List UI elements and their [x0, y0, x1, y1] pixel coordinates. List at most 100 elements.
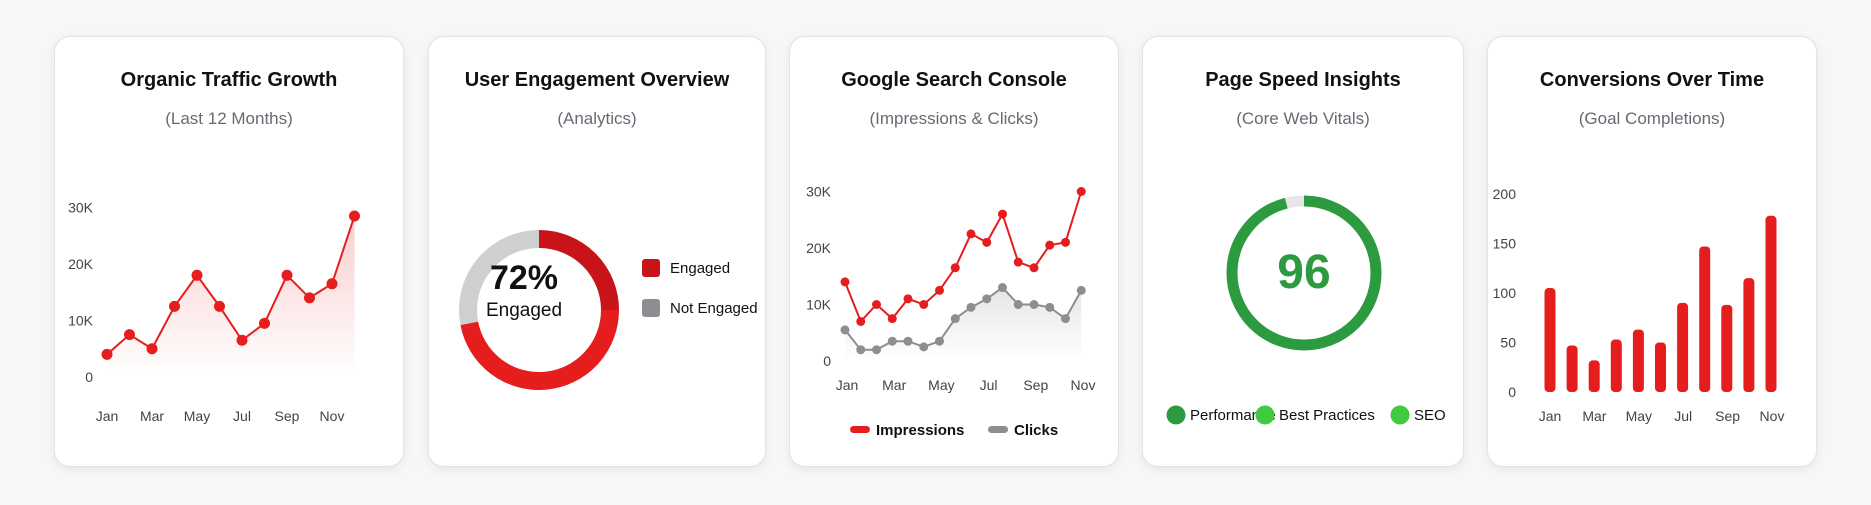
area-fill	[107, 215, 355, 377]
x-tick-label: May	[928, 377, 954, 393]
legend-label: Impressions	[876, 422, 964, 439]
conversions-card: Conversions Over Time (Goal Completions)…	[1487, 36, 1817, 467]
card-subtitle: (Goal Completions)	[1578, 109, 1726, 128]
clicks-point	[1045, 302, 1055, 312]
clicks-point	[887, 336, 897, 346]
clicks-point	[1029, 300, 1039, 309]
data-point	[146, 343, 158, 355]
x-tick-label: Mar	[1582, 408, 1606, 424]
impressions-point	[998, 209, 1007, 219]
legend-swatch	[1166, 405, 1186, 425]
bar	[1610, 339, 1622, 392]
donut-slice-engaged	[460, 309, 619, 390]
impressions-point	[982, 237, 992, 247]
x-tick-label: May	[184, 408, 210, 424]
y-tick-label: 100	[1493, 285, 1517, 301]
legend-label: SEO	[1414, 407, 1446, 424]
bar	[1677, 302, 1689, 392]
clicks-point	[1061, 314, 1070, 324]
impressions-point	[1045, 240, 1055, 250]
data-point	[191, 269, 203, 281]
legend-label: Not Engaged	[670, 300, 758, 317]
donut-slice-engaged	[538, 230, 619, 311]
x-tick-label: Jan	[96, 408, 119, 424]
data-point	[281, 269, 293, 281]
clicks-point	[840, 325, 850, 335]
bar	[1544, 288, 1556, 392]
card-subtitle: (Impressions & Clicks)	[869, 109, 1039, 128]
page-speed-card: Page Speed Insights (Core Web Vitals) Pe…	[1142, 36, 1464, 467]
y-tick-label: 20K	[68, 256, 94, 272]
clicks-point	[903, 336, 913, 346]
bar	[1588, 360, 1600, 392]
search-console-chart: 0 10K 20K 30K Jan Mar May Jul Sep Nov Impressions C…	[806, 184, 1096, 440]
gauge-arc	[1226, 195, 1382, 351]
clicks-point	[950, 314, 960, 324]
y-tick-label: 0	[85, 369, 93, 385]
impressions-point	[1076, 187, 1086, 196]
legend-label: Performance	[1190, 407, 1276, 424]
donut-slice-not-engaged	[459, 230, 540, 325]
legend-label: Best Practices	[1279, 407, 1375, 424]
x-tick-label: Sep	[1715, 408, 1740, 424]
x-tick-label: Nov	[1071, 377, 1096, 393]
x-tick-label: Jul	[233, 408, 251, 424]
donut-center: 72% Engaged	[469, 259, 579, 322]
card-title: Google Search Console	[841, 69, 1067, 91]
clicks-point	[998, 283, 1007, 293]
legend-swatch	[1255, 405, 1275, 425]
card-title: Page Speed Insights	[1205, 69, 1401, 91]
conversions-bar-chart: 0 50 100 150 200 Jan Mar May Jul Sep Nov	[1493, 186, 1785, 424]
x-tick-label: Jan	[1539, 408, 1562, 424]
organic-traffic-card: Organic Traffic Growth (Last 12 Months) …	[54, 36, 404, 467]
x-tick-label: Mar	[140, 408, 164, 424]
data-point	[304, 292, 315, 304]
impressions-point	[1029, 263, 1039, 273]
impressions-point	[887, 314, 897, 324]
data-point	[349, 210, 360, 222]
data-point	[236, 334, 248, 346]
x-tick-label: Sep	[1023, 377, 1048, 393]
bar	[1765, 215, 1777, 392]
bar	[1721, 304, 1733, 392]
impressions-point	[950, 263, 960, 273]
card-subtitle: (Last 12 Months)	[165, 109, 293, 128]
y-tick-label: 20K	[806, 240, 832, 256]
engagement-donut-chart: Engaged Not Engaged	[459, 230, 758, 390]
donut-center-label: Engaged	[485, 300, 563, 321]
card-title: Organic Traffic Growth	[120, 69, 338, 91]
card-title: Conversions Over Time	[1539, 69, 1765, 91]
legend-label: Clicks	[1014, 422, 1058, 439]
y-tick-label: 10K	[68, 313, 94, 329]
impressions-point	[966, 229, 976, 239]
organic-traffic-chart: 0 10K 20K 30K Jan Mar May Jul Sep Nov	[68, 200, 360, 424]
card-subtitle: (Analytics)	[557, 109, 637, 128]
x-tick-label: May	[1626, 408, 1652, 424]
y-tick-label: 200	[1493, 186, 1517, 202]
y-tick-label: 0	[823, 353, 831, 369]
card-title: User Engagement Overview	[464, 69, 730, 91]
legend-swatch	[642, 299, 660, 317]
gauge-value: 96	[1277, 246, 1331, 299]
clicks-point	[966, 302, 976, 312]
clicks-point	[919, 342, 929, 352]
x-tick-label: Nov	[320, 408, 345, 424]
x-tick-label: Jan	[836, 377, 859, 393]
legend-swatch	[1390, 405, 1410, 425]
legend-swatch	[988, 426, 1008, 433]
impressions-point	[1013, 257, 1023, 267]
card-subtitle: (Core Web Vitals)	[1236, 109, 1370, 128]
bar	[1699, 246, 1711, 392]
clicks-line	[844, 286, 1083, 351]
clicks-point	[935, 336, 944, 346]
user-engagement-card: User Engagement Overview (Analytics) Eng…	[428, 36, 766, 467]
x-tick-label: Nov	[1760, 408, 1785, 424]
impressions-point	[919, 300, 929, 309]
donut-center-value: 72%	[489, 259, 559, 297]
impressions-point	[856, 316, 866, 326]
y-tick-label: 50	[1500, 335, 1516, 351]
x-tick-label: Jul	[980, 377, 998, 393]
clicks-point	[1076, 285, 1086, 295]
y-tick-label: 10K	[806, 297, 832, 313]
data-point	[101, 348, 113, 360]
